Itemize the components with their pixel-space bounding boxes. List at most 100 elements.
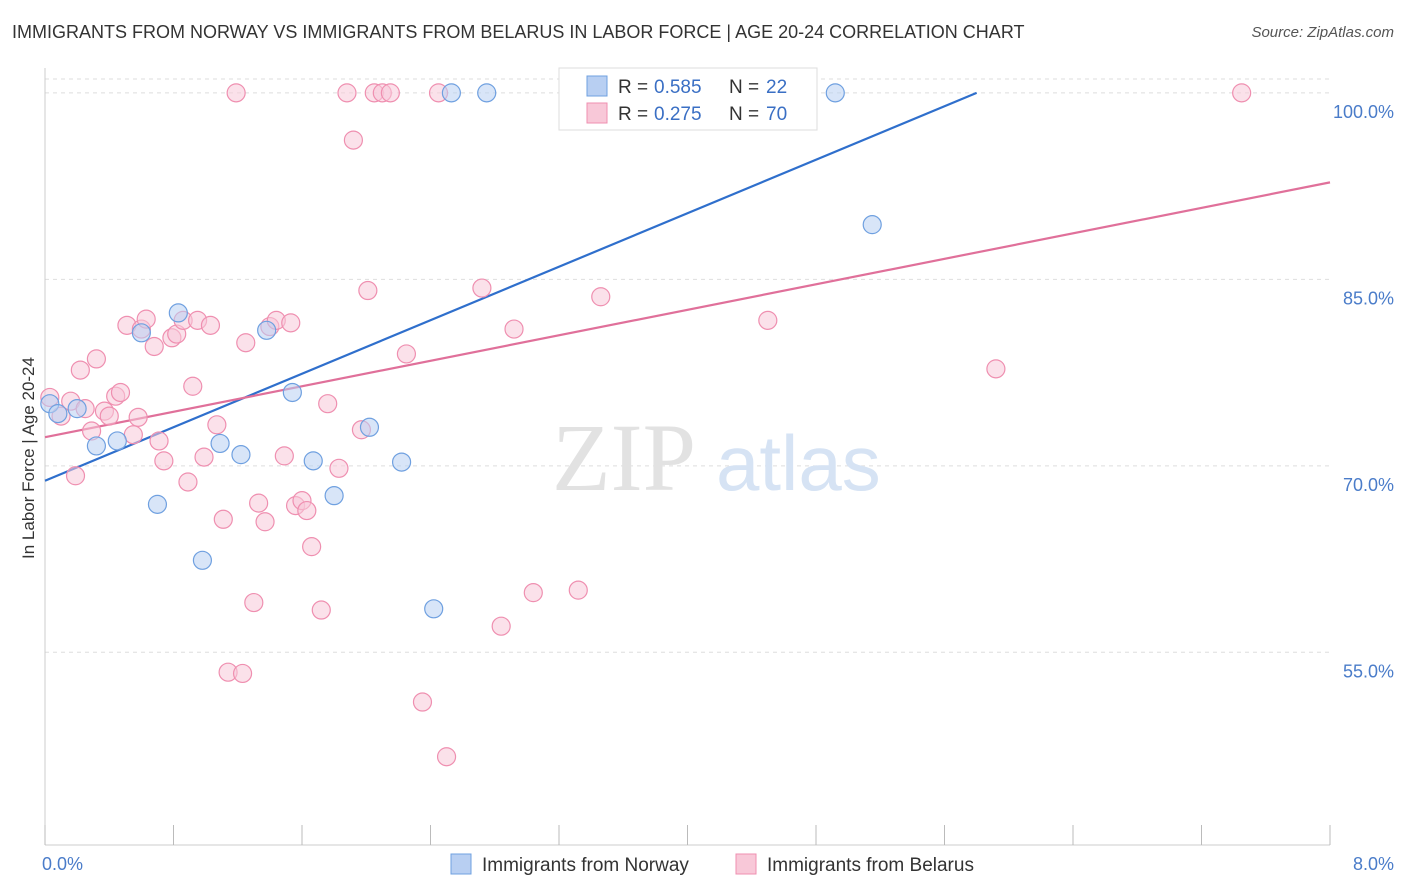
point-1-58 bbox=[436, 747, 457, 767]
point-1-46 bbox=[318, 394, 338, 414]
legend-r-label-norway: R = bbox=[618, 77, 648, 98]
y-tick-labels: 55.0% 70.0% 85.0% 100.0% bbox=[1333, 102, 1394, 681]
point-0-8 bbox=[192, 550, 213, 570]
point-0-7 bbox=[168, 303, 188, 323]
y-tick-label-2: 85.0% bbox=[1343, 288, 1394, 308]
data-points bbox=[40, 83, 1252, 767]
point-1-67 bbox=[758, 310, 778, 330]
point-1-59 bbox=[472, 278, 492, 298]
y-tick-label-1: 70.0% bbox=[1343, 475, 1394, 495]
point-1-14 bbox=[128, 407, 148, 427]
point-1-26 bbox=[194, 447, 214, 467]
point-1-18 bbox=[149, 431, 169, 451]
point-1-29 bbox=[213, 509, 233, 529]
bottom-legend-swatch-norway bbox=[450, 853, 472, 875]
point-1-31 bbox=[226, 83, 246, 103]
legend-n-label-belarus: N = bbox=[729, 104, 759, 125]
point-1-60 bbox=[491, 616, 511, 636]
point-1-39 bbox=[274, 446, 294, 466]
point-1-54 bbox=[380, 83, 400, 103]
legend-n-value-norway: 22 bbox=[766, 77, 787, 98]
point-1-23 bbox=[178, 472, 198, 492]
watermark: ZIP atlas bbox=[552, 404, 881, 511]
point-1-13 bbox=[123, 425, 143, 445]
point-0-12 bbox=[282, 382, 302, 403]
point-0-10 bbox=[231, 445, 251, 465]
legend-n-label-norway: N = bbox=[729, 77, 759, 98]
point-0-21 bbox=[862, 215, 882, 235]
legend: R = 0.585 N = 22 R = 0.275 N = 70 bbox=[558, 67, 818, 131]
chart-title: IMMIGRANTS FROM NORWAY VS IMMIGRANTS FRO… bbox=[12, 22, 1025, 42]
point-1-61 bbox=[504, 319, 524, 339]
point-1-7 bbox=[86, 349, 107, 369]
y-tick-label-0: 55.0% bbox=[1343, 661, 1394, 681]
point-1-62 bbox=[523, 583, 543, 603]
point-1-64 bbox=[591, 287, 611, 307]
point-0-3 bbox=[86, 436, 107, 456]
y-tick-label-3: 100.0% bbox=[1333, 102, 1394, 122]
bottom-legend-swatch-belarus bbox=[735, 853, 757, 875]
point-1-34 bbox=[244, 592, 264, 613]
point-0-18 bbox=[441, 83, 461, 103]
point-1-3 bbox=[65, 466, 86, 486]
bottom-legend-label-belarus: Immigrants from Belarus bbox=[767, 855, 974, 876]
legend-r-label-belarus: R = bbox=[618, 104, 648, 125]
watermark-zip: ZIP bbox=[552, 404, 696, 511]
point-1-28 bbox=[207, 415, 227, 435]
point-1-24 bbox=[183, 376, 203, 396]
point-1-63 bbox=[568, 580, 588, 600]
point-0-11 bbox=[257, 320, 277, 340]
point-0-20 bbox=[825, 83, 845, 103]
point-1-40 bbox=[281, 313, 301, 333]
point-0-1 bbox=[48, 404, 68, 424]
bottom-legend-label-norway: Immigrants from Norway bbox=[482, 855, 689, 876]
point-0-19 bbox=[477, 83, 497, 103]
point-1-47 bbox=[329, 458, 349, 478]
legend-r-value-norway: 0.585 bbox=[654, 77, 702, 98]
point-1-56 bbox=[412, 692, 433, 712]
point-1-11 bbox=[110, 382, 131, 403]
point-1-69 bbox=[1232, 83, 1252, 103]
point-1-32 bbox=[232, 663, 253, 684]
point-0-5 bbox=[131, 323, 151, 343]
point-1-9 bbox=[99, 406, 119, 426]
point-1-51 bbox=[358, 280, 378, 301]
point-1-19 bbox=[154, 451, 174, 471]
trend-lines bbox=[44, 91, 1331, 482]
gridlines bbox=[45, 78, 1330, 653]
point-1-43 bbox=[297, 500, 317, 521]
point-1-45 bbox=[311, 600, 331, 620]
point-1-35 bbox=[249, 493, 269, 513]
legend-swatch-norway bbox=[586, 75, 608, 97]
point-1-33 bbox=[236, 333, 256, 353]
source-label: Source: ZipAtlas.com bbox=[1251, 24, 1394, 41]
point-1-27 bbox=[200, 315, 221, 335]
point-1-44 bbox=[302, 537, 322, 557]
point-1-36 bbox=[255, 512, 275, 532]
trend-line-0 bbox=[44, 91, 978, 482]
legend-swatch-belarus bbox=[586, 102, 608, 124]
point-0-4 bbox=[107, 431, 127, 451]
point-1-48 bbox=[337, 83, 357, 103]
x-tick-label-max: 8.0% bbox=[1353, 854, 1394, 874]
point-0-9 bbox=[210, 433, 230, 454]
point-0-15 bbox=[359, 417, 380, 437]
point-1-68 bbox=[986, 359, 1006, 379]
y-axis-label: In Labor Force | Age 20-24 bbox=[19, 357, 38, 559]
point-1-55 bbox=[396, 344, 417, 364]
x-tick-label-min: 0.0% bbox=[42, 854, 83, 874]
point-0-6 bbox=[147, 494, 168, 514]
x-ticks bbox=[44, 825, 1331, 845]
point-0-14 bbox=[324, 486, 344, 506]
bottom-legend: Immigrants from Norway Immigrants from B… bbox=[450, 853, 974, 876]
legend-n-value-belarus: 70 bbox=[766, 104, 787, 125]
point-0-13 bbox=[303, 451, 323, 471]
point-0-2 bbox=[67, 399, 87, 419]
point-1-4 bbox=[70, 360, 90, 380]
point-0-16 bbox=[391, 452, 412, 472]
legend-r-value-belarus: 0.275 bbox=[654, 104, 702, 125]
point-1-49 bbox=[343, 130, 363, 150]
trend-line-1 bbox=[44, 181, 1331, 439]
point-1-17 bbox=[144, 336, 164, 357]
